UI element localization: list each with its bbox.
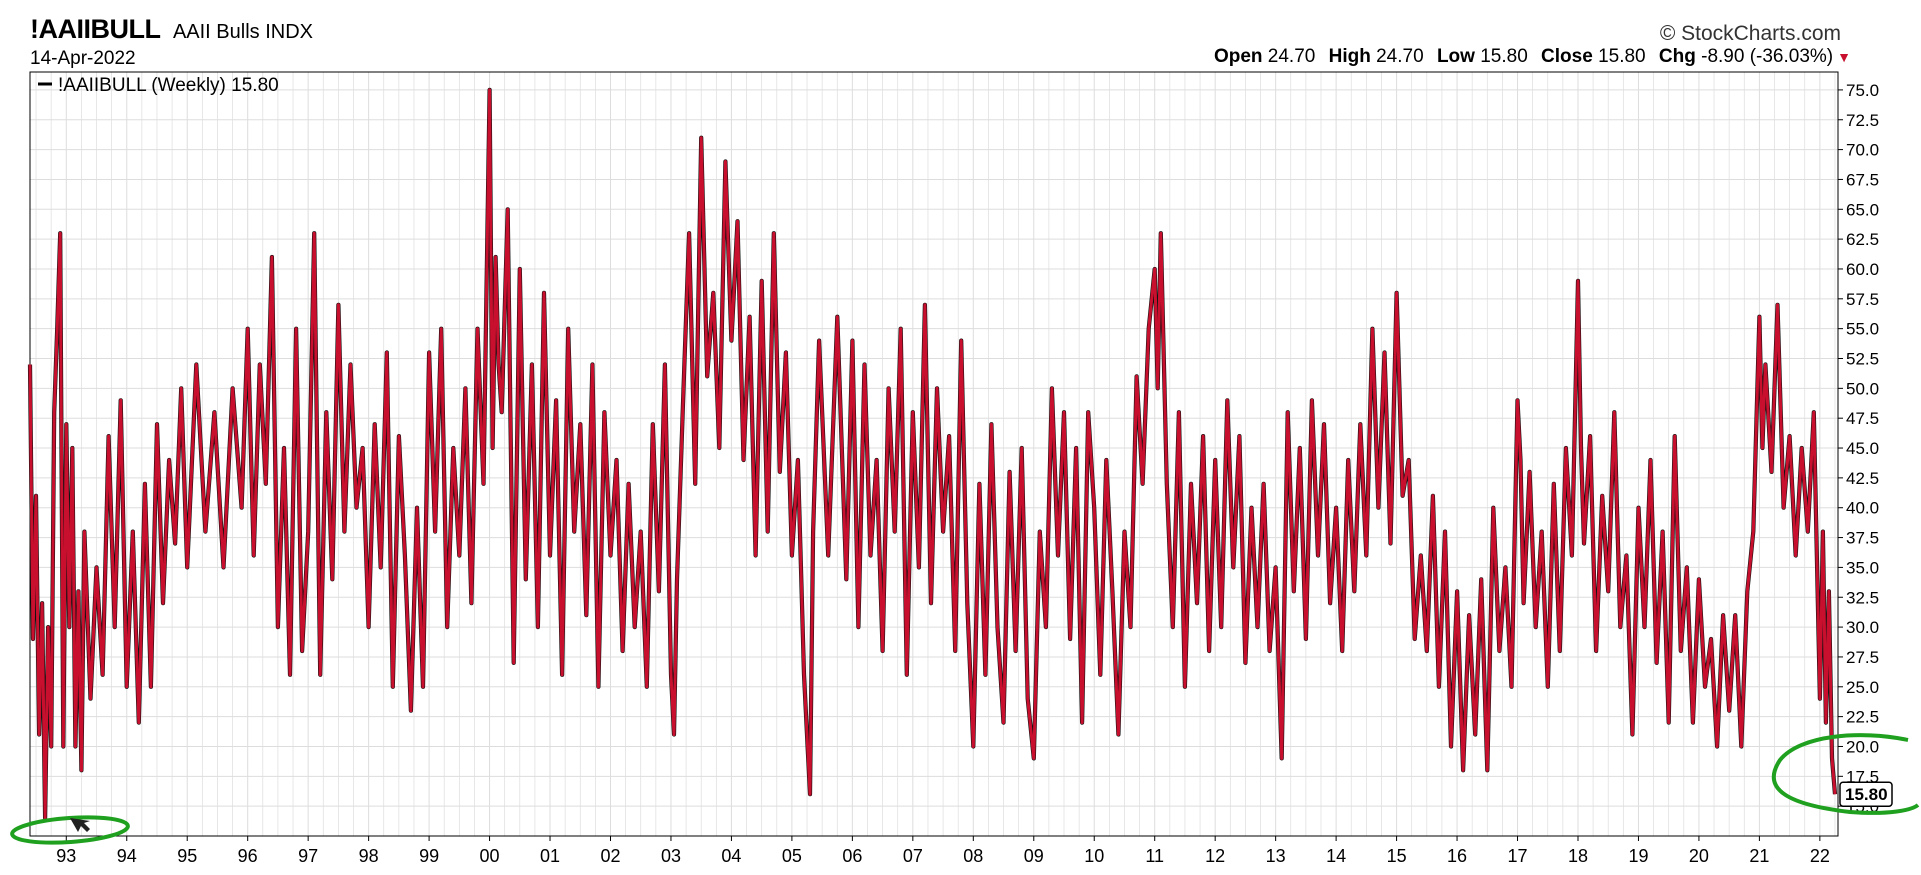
x-tick-label: 21 <box>1749 846 1769 866</box>
y-tick-label: 32.5 <box>1846 588 1879 607</box>
series-layer <box>27 87 1838 821</box>
x-tick-label: 94 <box>117 846 137 866</box>
symbol-description: AAII Bulls INDX <box>172 21 313 43</box>
x-tick-label: 02 <box>600 846 620 866</box>
x-tick-label: 19 <box>1628 846 1648 866</box>
y-tick-label: 50.0 <box>1846 379 1879 398</box>
x-tick-label: 08 <box>963 846 983 866</box>
annotations <box>10 733 1920 845</box>
chg-label: Chg <box>1658 46 1696 67</box>
open-label: Open <box>1213 46 1263 67</box>
x-tick-label: 97 <box>298 846 318 866</box>
chg-value: -8.90 (-36.03%) <box>1701 46 1834 67</box>
y-tick-label: 62.5 <box>1846 230 1879 249</box>
y-tick-label: 25.0 <box>1846 678 1879 697</box>
high-label: High <box>1328 46 1371 67</box>
y-tick-label: 52.5 <box>1846 350 1879 369</box>
y-tick-label: 60.0 <box>1846 260 1879 279</box>
brand-watermark: © StockCharts.com <box>1659 22 1841 45</box>
down-arrow-icon: ▼ <box>1837 49 1851 65</box>
x-tick-label: 00 <box>480 846 500 866</box>
series-line <box>28 88 1837 820</box>
close-label: Close <box>1541 46 1593 67</box>
x-tick-label: 10 <box>1084 846 1104 866</box>
low-value: 15.80 <box>1480 46 1528 67</box>
y-tick-label: 35.0 <box>1846 558 1879 577</box>
symbol-title: !AAIIBULL <box>30 14 161 44</box>
x-tick-label: 18 <box>1568 846 1588 866</box>
chart-date: 14-Apr-2022 <box>30 48 136 69</box>
y-tick-label: 72.5 <box>1846 111 1879 130</box>
x-tick-label: 99 <box>419 846 439 866</box>
quote-bar: Open 24.70 High 24.70 Low 15.80 Close 15… <box>1206 46 1851 68</box>
y-tick-label: 65.0 <box>1846 200 1879 219</box>
y-tick-label: 75.0 <box>1846 81 1879 100</box>
x-tick-label: 03 <box>661 846 681 866</box>
y-tick-label: 57.5 <box>1846 290 1879 309</box>
open-value: 24.70 <box>1267 46 1316 67</box>
close-value: 15.80 <box>1598 46 1646 67</box>
y-tick-label: 37.5 <box>1846 529 1879 548</box>
cursor-icon <box>70 818 90 832</box>
x-tick-label: 22 <box>1810 846 1830 866</box>
x-tick-label: 95 <box>177 846 197 866</box>
x-tick-label: 05 <box>782 846 802 866</box>
high-value: 24.70 <box>1376 46 1424 67</box>
y-tick-label: 45.0 <box>1846 439 1879 458</box>
y-tick-label: 20.0 <box>1846 737 1879 756</box>
y-tick-label: 27.5 <box>1846 648 1879 667</box>
y-axis: 15.017.520.022.525.027.530.032.535.037.5… <box>1838 81 1879 816</box>
annotation-circle-right <box>1772 733 1920 815</box>
legend: !AAIIBULL (Weekly) 15.80 <box>38 75 279 96</box>
x-tick-label: 04 <box>721 846 741 866</box>
x-tick-label: 20 <box>1689 846 1709 866</box>
x-tick-label: 09 <box>1024 846 1044 866</box>
x-tick-label: 06 <box>842 846 862 866</box>
y-tick-label: 55.0 <box>1846 320 1879 339</box>
x-tick-label: 14 <box>1326 846 1346 866</box>
x-tick-label: 15 <box>1387 846 1407 866</box>
x-tick-label: 98 <box>359 846 379 866</box>
y-tick-label: 42.5 <box>1846 469 1879 488</box>
x-axis: 93 94 95 96 97 98 99 00 01 02 03 04 05 06 07 08 09 10 11 12… <box>56 836 1830 866</box>
last-value-label: 15.80 <box>1845 785 1888 804</box>
legend-label: !AAIIBULL (Weekly) 15.80 <box>58 75 279 96</box>
y-tick-label: 22.5 <box>1846 708 1879 727</box>
last-value-box <box>1839 781 1893 807</box>
y-tick-label: 67.5 <box>1846 170 1879 189</box>
y-tick-label: 30.0 <box>1846 618 1879 637</box>
x-tick-label: 96 <box>238 846 258 866</box>
x-tick-label: 16 <box>1447 846 1467 866</box>
y-tick-label: 40.0 <box>1846 499 1879 518</box>
x-tick-label: 07 <box>903 846 923 866</box>
x-tick-label: 11 <box>1145 846 1164 866</box>
y-tick-label: 47.5 <box>1846 409 1879 428</box>
annotation-circle-left <box>10 815 130 845</box>
x-tick-label: 12 <box>1205 846 1225 866</box>
x-tick-label: 17 <box>1508 846 1528 866</box>
chart-header: !AAIIBULL AAII Bulls INDX <box>30 14 313 45</box>
x-tick-label: 13 <box>1266 846 1286 866</box>
x-tick-label: 93 <box>56 846 76 866</box>
y-tick-label: 70.0 <box>1846 141 1879 160</box>
last-value-marker: 15.80 <box>1839 781 1893 807</box>
low-label: Low <box>1436 46 1475 67</box>
x-tick-label: 01 <box>540 846 560 866</box>
